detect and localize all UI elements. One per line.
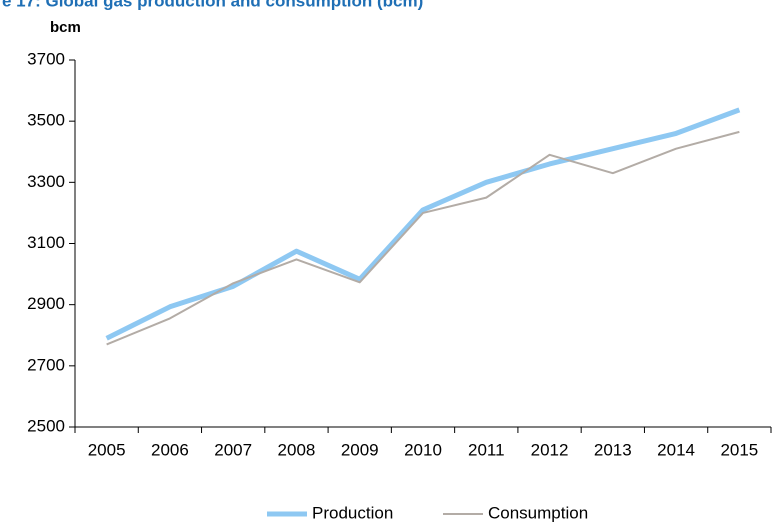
x-tick-label: 2007 bbox=[214, 440, 252, 459]
x-tick-label: 2012 bbox=[531, 440, 569, 459]
x-tick-label: 2005 bbox=[88, 440, 126, 459]
x-tick-label: 2008 bbox=[278, 440, 316, 459]
x-tick-label: 2006 bbox=[151, 440, 189, 459]
x-tick-label: 2010 bbox=[404, 440, 442, 459]
y-tick-label: 2700 bbox=[27, 355, 65, 374]
chart-title: e 17: Global gas production and consumpt… bbox=[2, 0, 423, 10]
x-tick-label: 2014 bbox=[657, 440, 695, 459]
legend-label: Consumption bbox=[488, 503, 588, 522]
x-tick-label: 2013 bbox=[594, 440, 632, 459]
x-tick-label: 2011 bbox=[468, 440, 505, 459]
y-tick-label: 2900 bbox=[27, 294, 65, 313]
legend-label: Production bbox=[312, 503, 393, 522]
line-series bbox=[106, 130, 740, 346]
line-series bbox=[105, 107, 741, 341]
y-tick-label: 2500 bbox=[27, 416, 65, 435]
y-tick-label: 3500 bbox=[27, 111, 65, 130]
y-tick-label: 3300 bbox=[27, 172, 65, 191]
x-tick-label: 2009 bbox=[341, 440, 379, 459]
y-tick-label: 3100 bbox=[27, 233, 65, 252]
axis-label: bcm bbox=[50, 19, 81, 36]
y-tick-label: 3700 bbox=[27, 49, 65, 68]
x-tick-label: 2015 bbox=[720, 440, 758, 459]
